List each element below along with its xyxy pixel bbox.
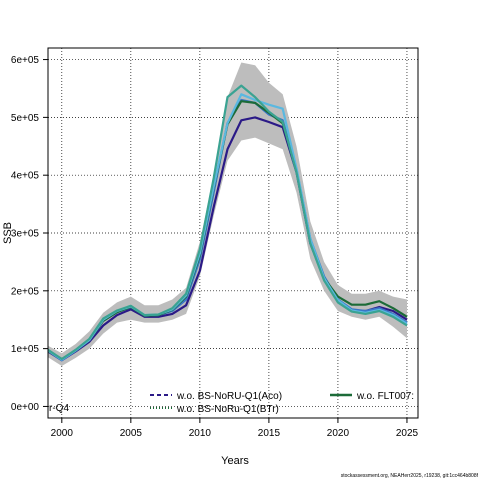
footer-credit: stockassessment.org, NEAHerr2025, r19238… xyxy=(341,473,479,479)
x-tick-label-2025: 2025 xyxy=(396,428,419,439)
y-tick-label-3: 3e+05 xyxy=(11,229,40,240)
y-tick-label-0: 0e+00 xyxy=(11,402,40,413)
y-axis: 0e+00 1e+05 2e+05 3e+05 4e+05 5e+05 6e+05 xyxy=(11,55,48,413)
x-tick-label-2015: 2015 xyxy=(258,428,281,439)
x-tick-label-2005: 2005 xyxy=(120,428,143,439)
legend-label-flt007: w.o. FLT007: xyxy=(356,391,414,402)
y-axis-title: SSB xyxy=(2,222,14,244)
legend-label-clipped: r-Q4 xyxy=(49,403,69,414)
y-tick-label-1: 1e+05 xyxy=(11,344,40,355)
x-tick-label-2000: 2000 xyxy=(51,428,74,439)
series-lines xyxy=(47,84,408,362)
legend: w.o. BS-NoRU-Q1(Aco) w.o. BS-NoRu-Q1(BTr… xyxy=(49,391,414,415)
series-line-4 xyxy=(47,84,408,361)
legend-label-btr: w.o. BS-NoRu-Q1(BTr) xyxy=(176,404,279,415)
x-axis: 2000 2005 2010 2015 2020 2025 xyxy=(51,418,419,439)
y-tick-label-5: 5e+05 xyxy=(11,113,40,124)
y-tick-label-6: 6e+05 xyxy=(11,55,40,66)
legend-label-aco: w.o. BS-NoRU-Q1(Aco) xyxy=(176,391,282,402)
x-axis-title: Years xyxy=(221,455,249,467)
x-tick-label-2010: 2010 xyxy=(189,428,212,439)
x-tick-label-2020: 2020 xyxy=(327,428,350,439)
y-tick-label-4: 4e+05 xyxy=(11,171,40,182)
y-tick-label-2: 2e+05 xyxy=(11,286,40,297)
